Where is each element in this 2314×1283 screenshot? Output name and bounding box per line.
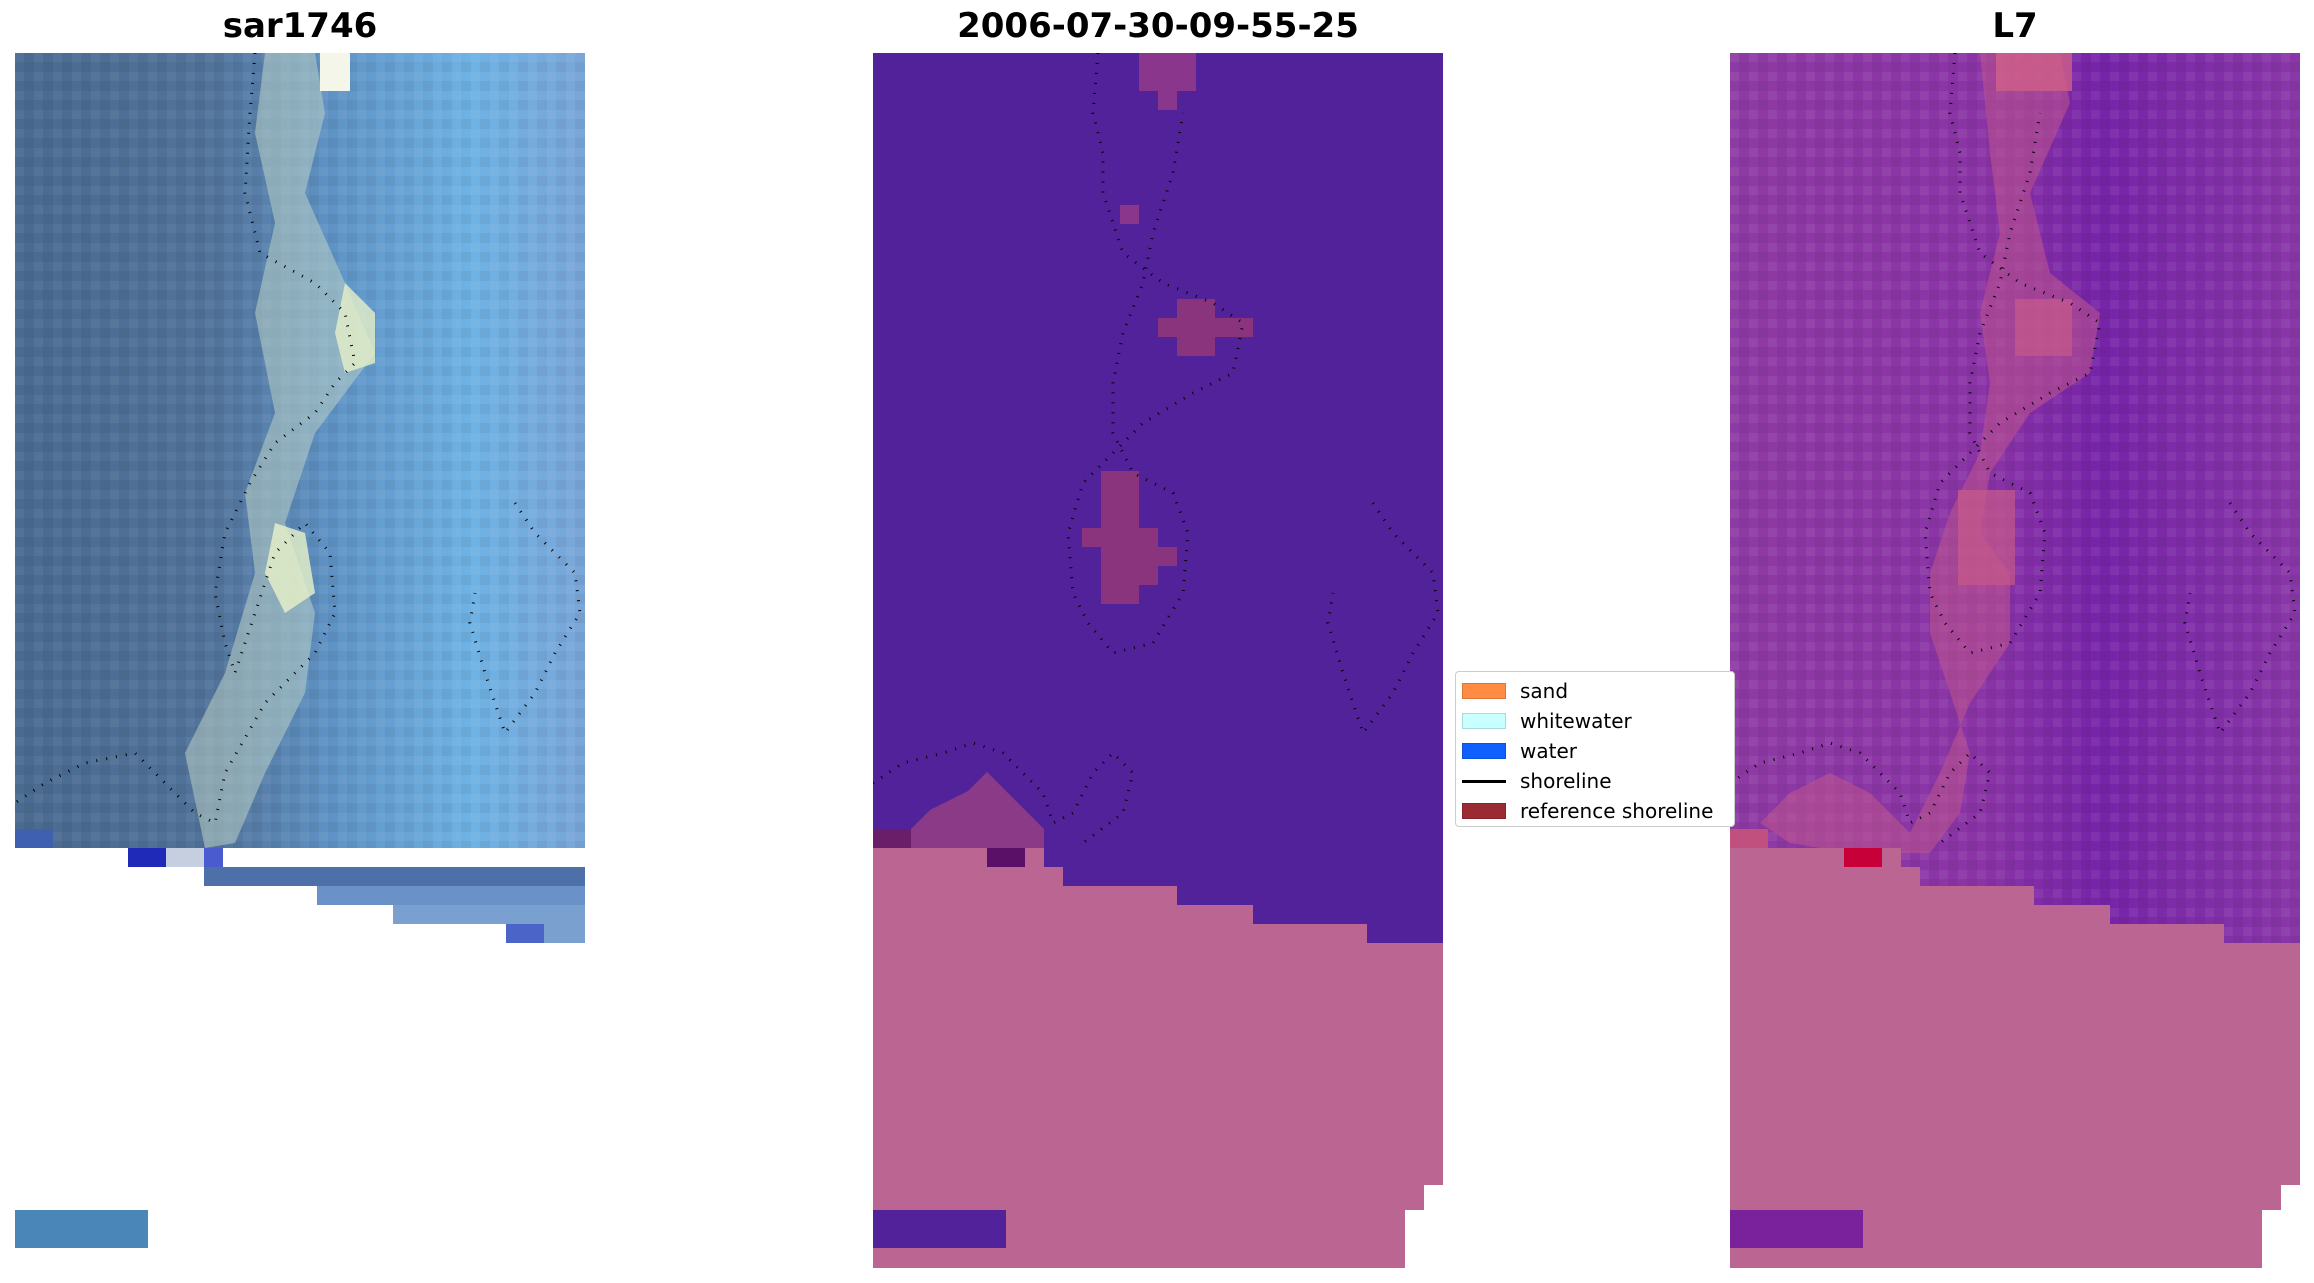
index-red-pixel [1844,848,1882,867]
class-sand-top [1139,53,1196,91]
classification-panel [873,53,1443,1268]
rgb-bright-spot-2 [265,523,315,613]
legend-label-whitewater: whitewater [1520,709,1632,733]
rgb-bright-top [320,53,350,91]
legend-swatch-whitewater [1462,713,1506,729]
index-bright-top [1996,53,2072,91]
legend-item-whitewater: whitewater [1456,706,1734,736]
class-sand-lower [1101,471,1139,604]
rgb-sand-band [185,53,375,848]
class-nodata-area [873,848,1443,1268]
legend-label-shoreline: shoreline [1520,769,1612,793]
panel-title-mndwi: L7 [1992,6,2038,46]
rgb-shoreline [15,53,357,826]
rgb-image-panel [15,53,585,1268]
index-image-panel [1730,53,2300,1268]
legend-line-shoreline [1462,779,1506,783]
index-sand-band [1760,53,2100,853]
legend-swatch-sand [1462,683,1506,699]
legend: sand whitewater water shoreline referenc… [1455,671,1735,827]
legend-label-reference-shoreline: reference shoreline [1520,799,1714,823]
class-sand-mid [1177,299,1215,356]
legend-swatch-reference-shoreline [1462,803,1506,819]
legend-item-sand: sand [1456,676,1734,706]
class-sand-bottom [911,772,1044,848]
class-bottom-fragment [873,1210,1006,1248]
legend-item-water: water [1456,736,1734,766]
rgb-bright-spot-1 [335,283,375,373]
legend-item-shoreline: shoreline [1456,766,1734,796]
panel-title-classification: 2006-07-30-09-55-25 [957,6,1359,46]
legend-swatch-water [1462,743,1506,759]
index-bottom-fragment [1730,1210,1863,1248]
legend-label-sand: sand [1520,679,1569,703]
panel-title-rgb: sar1746 [222,6,378,46]
rgb-bottom-fragment [15,1210,148,1248]
legend-item-reference-shoreline: reference shoreline [1456,796,1734,826]
index-nodata-area [1730,848,2300,1268]
legend-label-water: water [1520,739,1577,763]
